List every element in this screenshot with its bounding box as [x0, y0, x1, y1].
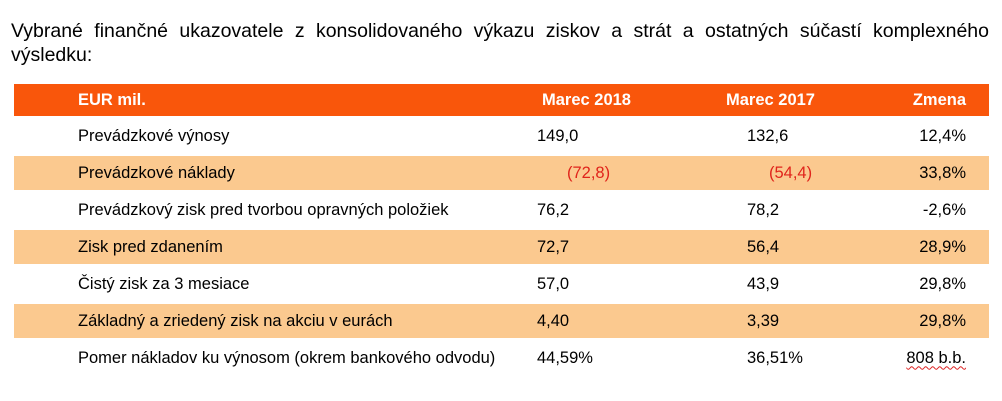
financial-table: EUR mil. Marec 2018 Marec 2017 Zmena Pre… — [14, 84, 989, 375]
table-row: Prevádzkové náklady (72,8) (54,4) 33,8% — [14, 153, 989, 190]
value-2018: 44,59% — [537, 348, 593, 367]
value-2017: 78,2 — [747, 200, 780, 219]
value-2018: 149,0 — [537, 126, 579, 145]
value-2018: 4,40 — [537, 311, 570, 330]
row-label: Základný a zriedený zisk na akciu v eurá… — [78, 311, 393, 330]
value-2017: 132,6 — [747, 126, 789, 145]
header-eur-mil: EUR mil. — [78, 90, 146, 109]
row-label: Čistý zisk za 3 mesiace — [78, 274, 250, 293]
value-change-text: 808 b.b. — [906, 348, 966, 367]
row-label: Pomer nákladov ku výnosom (okrem bankové… — [78, 348, 496, 367]
table-row: Prevádzkové výnosy 149,0 132,6 12,4% — [14, 116, 989, 153]
value-change: 28,9% — [919, 237, 966, 256]
value-change: 29,8% — [919, 311, 966, 330]
row-label: Prevádzkové náklady — [78, 163, 235, 182]
value-change: 808 b.b. — [872, 341, 966, 375]
header-marec-2018: Marec 2018 — [542, 90, 631, 109]
row-label: Prevádzkový zisk pred tvorbou opravných … — [78, 200, 449, 219]
header-marec-2017: Marec 2017 — [726, 90, 815, 109]
value-2018: (72,8) — [567, 163, 611, 182]
page-title: Vybrané finančné ukazovatele z konsolido… — [11, 20, 989, 66]
table-row: Čistý zisk za 3 mesiace 57,0 43,9 29,8% — [14, 264, 989, 301]
header-zmena: Zmena — [912, 90, 966, 109]
table-row: Prevádzkový zisk pred tvorbou opravných … — [14, 190, 989, 227]
row-label: Zisk pred zdanením — [78, 237, 223, 256]
value-2018: 57,0 — [537, 274, 570, 293]
value-change: 12,4% — [919, 126, 966, 145]
table-header-row: EUR mil. Marec 2018 Marec 2017 Zmena — [14, 84, 989, 116]
row-label: Prevádzkové výnosy — [78, 126, 230, 145]
value-2017: 43,9 — [747, 274, 780, 293]
value-change: 29,8% — [919, 274, 966, 293]
table-row: Pomer nákladov ku výnosom (okrem bankové… — [14, 338, 989, 375]
value-2017: (54,4) — [769, 163, 813, 182]
value-2017: 36,51% — [747, 348, 803, 367]
value-2017: 3,39 — [747, 311, 780, 330]
table-row: Zisk pred zdanením 72,7 56,4 28,9% — [14, 227, 989, 264]
value-2018: 76,2 — [537, 200, 570, 219]
value-change: -2,6% — [922, 200, 966, 219]
value-change: 33,8% — [919, 163, 966, 182]
value-2018: 72,7 — [537, 237, 570, 256]
value-2017: 56,4 — [747, 237, 780, 256]
table-row: Základný a zriedený zisk na akciu v eurá… — [14, 301, 989, 338]
